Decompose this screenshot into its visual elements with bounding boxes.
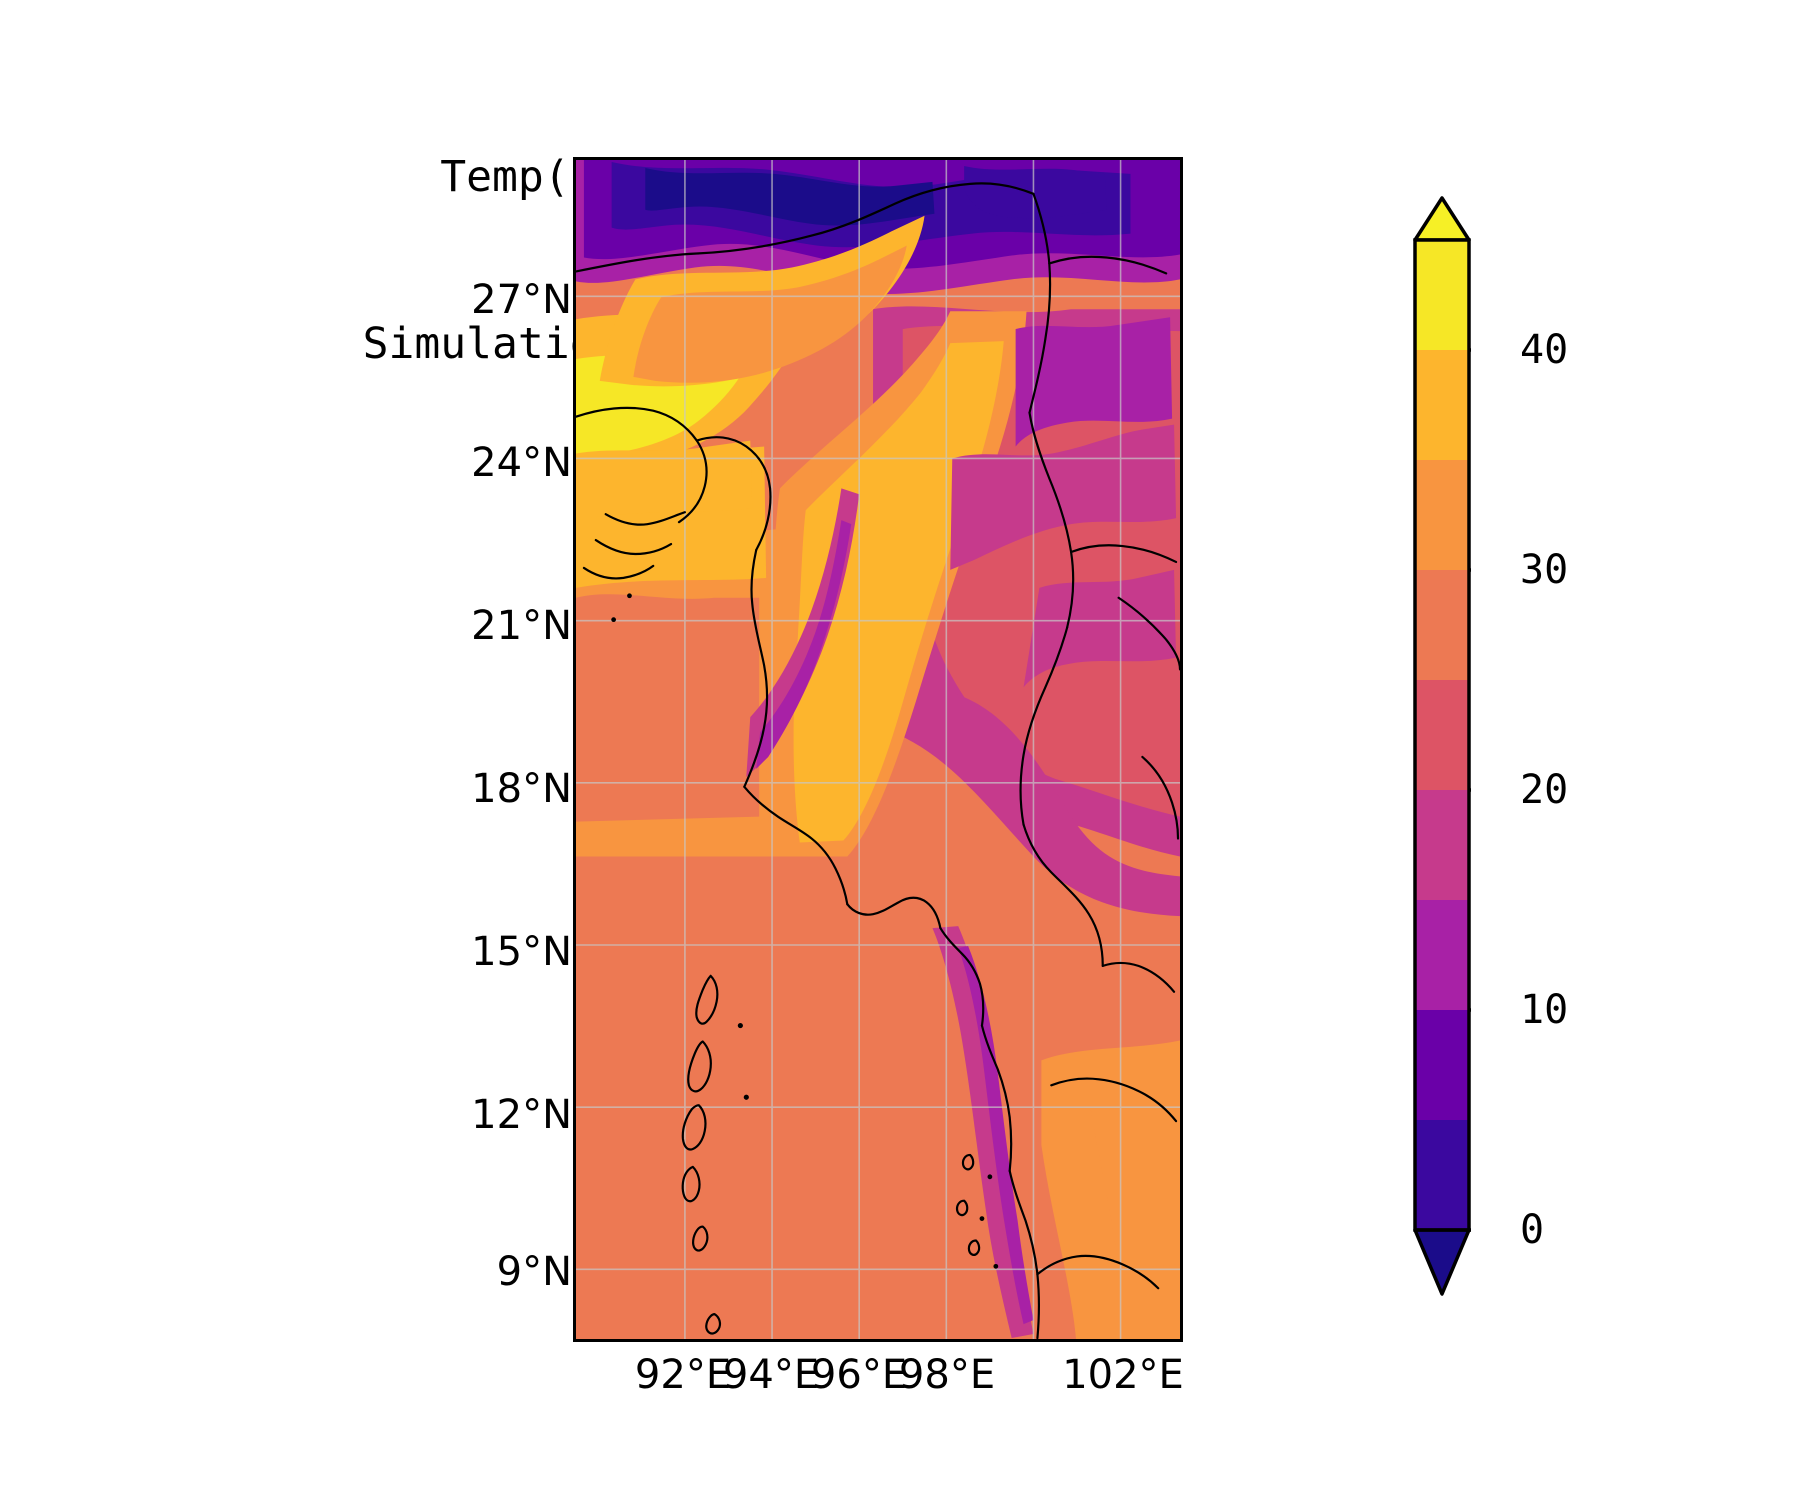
cbar-tick-label-40: 40 xyxy=(1520,327,1569,373)
ytick-label-15n: 15°N xyxy=(471,929,572,975)
cbar-tick-label-10: 10 xyxy=(1520,987,1569,1033)
ytick-label-21n: 21°N xyxy=(471,603,572,649)
ytick-label-24n: 24°N xyxy=(471,440,572,486)
ytick-label-12n: 12°N xyxy=(471,1092,572,1138)
map-plot-area xyxy=(573,157,1183,1342)
ytick-label-9n: 9°N xyxy=(496,1249,572,1295)
xtick-label-92e: 92°E xyxy=(634,1352,732,1398)
ytick-label-27n: 27°N xyxy=(471,277,572,323)
xtick-label-98e: 98°E xyxy=(898,1352,996,1398)
cbar-tick-label-0: 0 xyxy=(1520,1207,1545,1253)
cbar-tick-label-30: 30 xyxy=(1520,547,1569,593)
colorbar-gradient xyxy=(1413,196,1471,1296)
temperature-contour-map xyxy=(576,160,1180,1339)
colorbar[interactable] xyxy=(1413,196,1471,1297)
xtick-label-96e: 96°E xyxy=(810,1352,908,1398)
xtick-label-102e: 102°E xyxy=(1062,1352,1184,1398)
cbar-tick-label-20: 20 xyxy=(1520,767,1569,813)
xtick-label-94e: 94°E xyxy=(722,1352,820,1398)
ytick-label-18n: 18°N xyxy=(471,766,572,812)
